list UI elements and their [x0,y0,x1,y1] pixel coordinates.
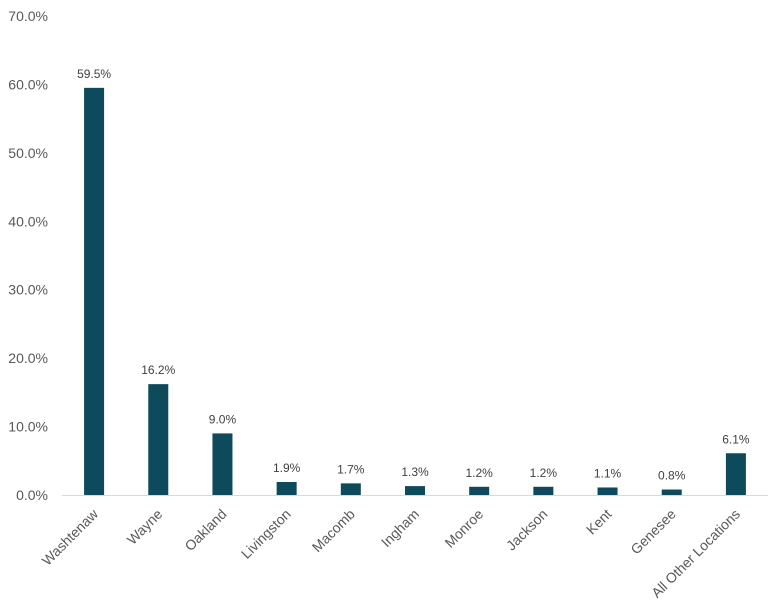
bars-group [84,87,746,495]
bar-data-label: 16.2% [141,363,175,377]
bar-data-label: 1.1% [594,466,622,480]
x-category-label: Macomb [309,506,358,555]
x-category-label: Monroe [441,506,486,551]
y-tick-label: 30.0% [8,282,48,298]
x-category-label: Jackson [503,506,551,554]
y-tick-label: 0.0% [16,487,48,503]
data-labels-group: 59.5% 16.2% 9.0% 1.9% 1.7% 1.3% 1.2% 1.2% 1.1% 0.… [77,67,750,483]
bar [533,486,554,495]
y-tick-label: 50.0% [8,145,48,161]
y-tick-label: 20.0% [8,350,48,366]
bar [405,486,425,495]
x-category-label: Ingham [378,506,422,550]
x-category-label: Wayne [124,506,166,548]
y-tick-label: 60.0% [8,76,48,92]
bar-data-label: 9.0% [209,412,237,426]
y-tick-label: 10.0% [8,419,48,435]
bar [84,87,105,495]
y-tick-label: 70.0% [8,8,48,24]
bar-data-label: 6.1% [722,432,750,446]
bar-data-label: 1.3% [401,465,429,479]
x-category-label: Washtenaw [39,505,102,568]
bar-data-label: 1.2% [466,466,494,480]
bar [597,487,618,495]
x-axis-category-labels: Washtenaw Wayne Oakland Livingston Macomb Ing… [39,505,743,601]
bar [469,486,490,495]
bar-data-label: 1.9% [273,461,301,475]
bar-data-label: 0.8% [658,469,686,483]
bar [661,489,682,495]
y-axis-tick-labels: 0.0% 10.0% 20.0% 30.0% 40.0% 50.0% 60.0% 70.0% [8,8,48,503]
x-category-label: Livingston [238,506,294,562]
x-category-label: Oakland [181,506,229,554]
bar [725,453,746,495]
bar-data-label: 1.2% [530,466,558,480]
bar-data-label: 59.5% [77,67,111,81]
y-tick-label: 40.0% [8,213,48,229]
bar-data-label: 1.7% [337,462,365,476]
bar [276,481,297,495]
bar [212,433,233,495]
x-category-label: Genesee [627,506,679,558]
bar [148,384,169,495]
x-category-label: Kent [583,506,615,538]
bar [340,483,361,495]
